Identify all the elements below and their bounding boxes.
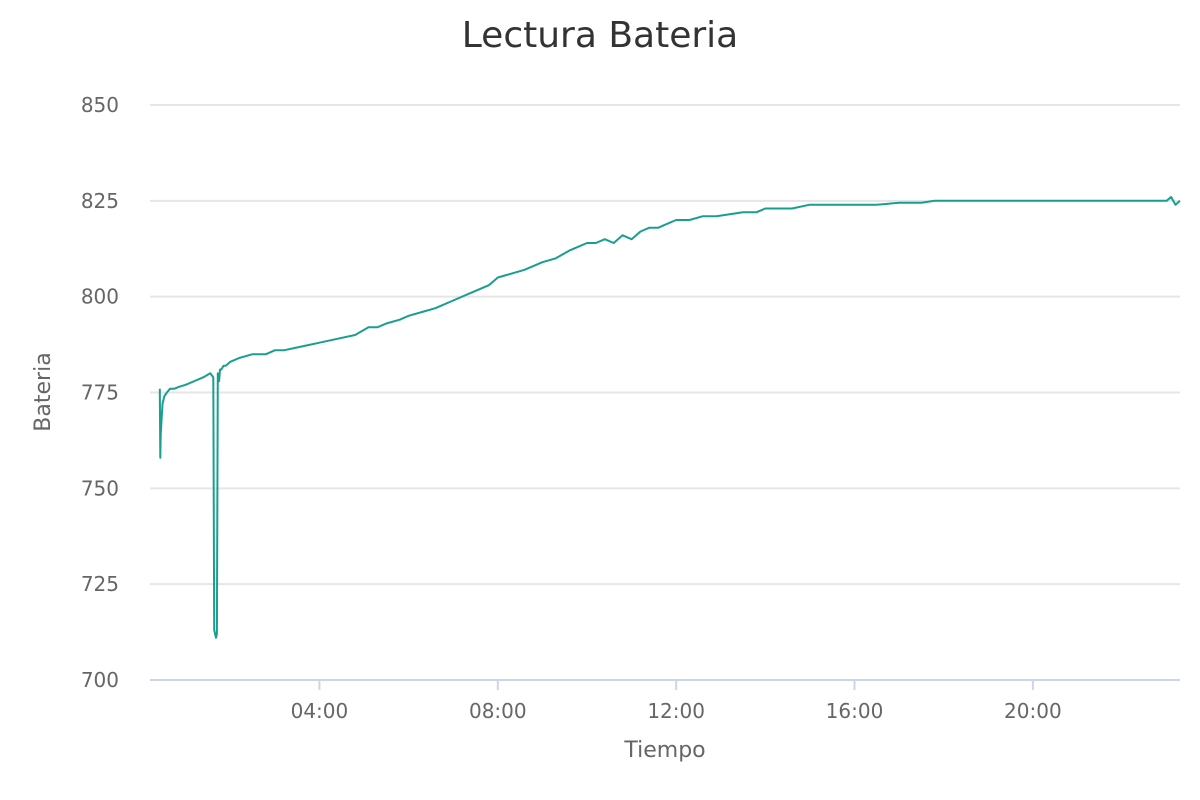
x-tick-label: 04:00 [291, 699, 349, 723]
series-group [158, 196, 1181, 639]
chart-title: Lectura Bateria [462, 15, 739, 56]
x-tick-label: 08:00 [469, 699, 527, 723]
x-axis: 04:00 08:00 12:00 16:00 20:00 [150, 679, 1180, 723]
x-tick-label: 20:00 [1004, 699, 1062, 723]
y-tick-label: 800 [81, 285, 119, 309]
y-tick-labels: 700 725 750 775 800 825 850 [81, 93, 119, 692]
series-line-0 [158, 196, 1181, 639]
x-axis-title: Tiempo [623, 738, 705, 763]
x-tick-label: 12:00 [647, 699, 705, 723]
y-tick-label: 850 [81, 93, 119, 117]
y-axis-title: Bateria [31, 352, 56, 431]
y-grid [150, 104, 1180, 586]
y-tick-label: 725 [81, 572, 119, 596]
y-tick-label: 700 [81, 668, 119, 692]
y-tick-label: 750 [81, 476, 119, 500]
y-tick-label: 825 [81, 189, 119, 213]
x-tick-label: 16:00 [826, 699, 884, 723]
y-tick-label: 775 [81, 381, 119, 405]
